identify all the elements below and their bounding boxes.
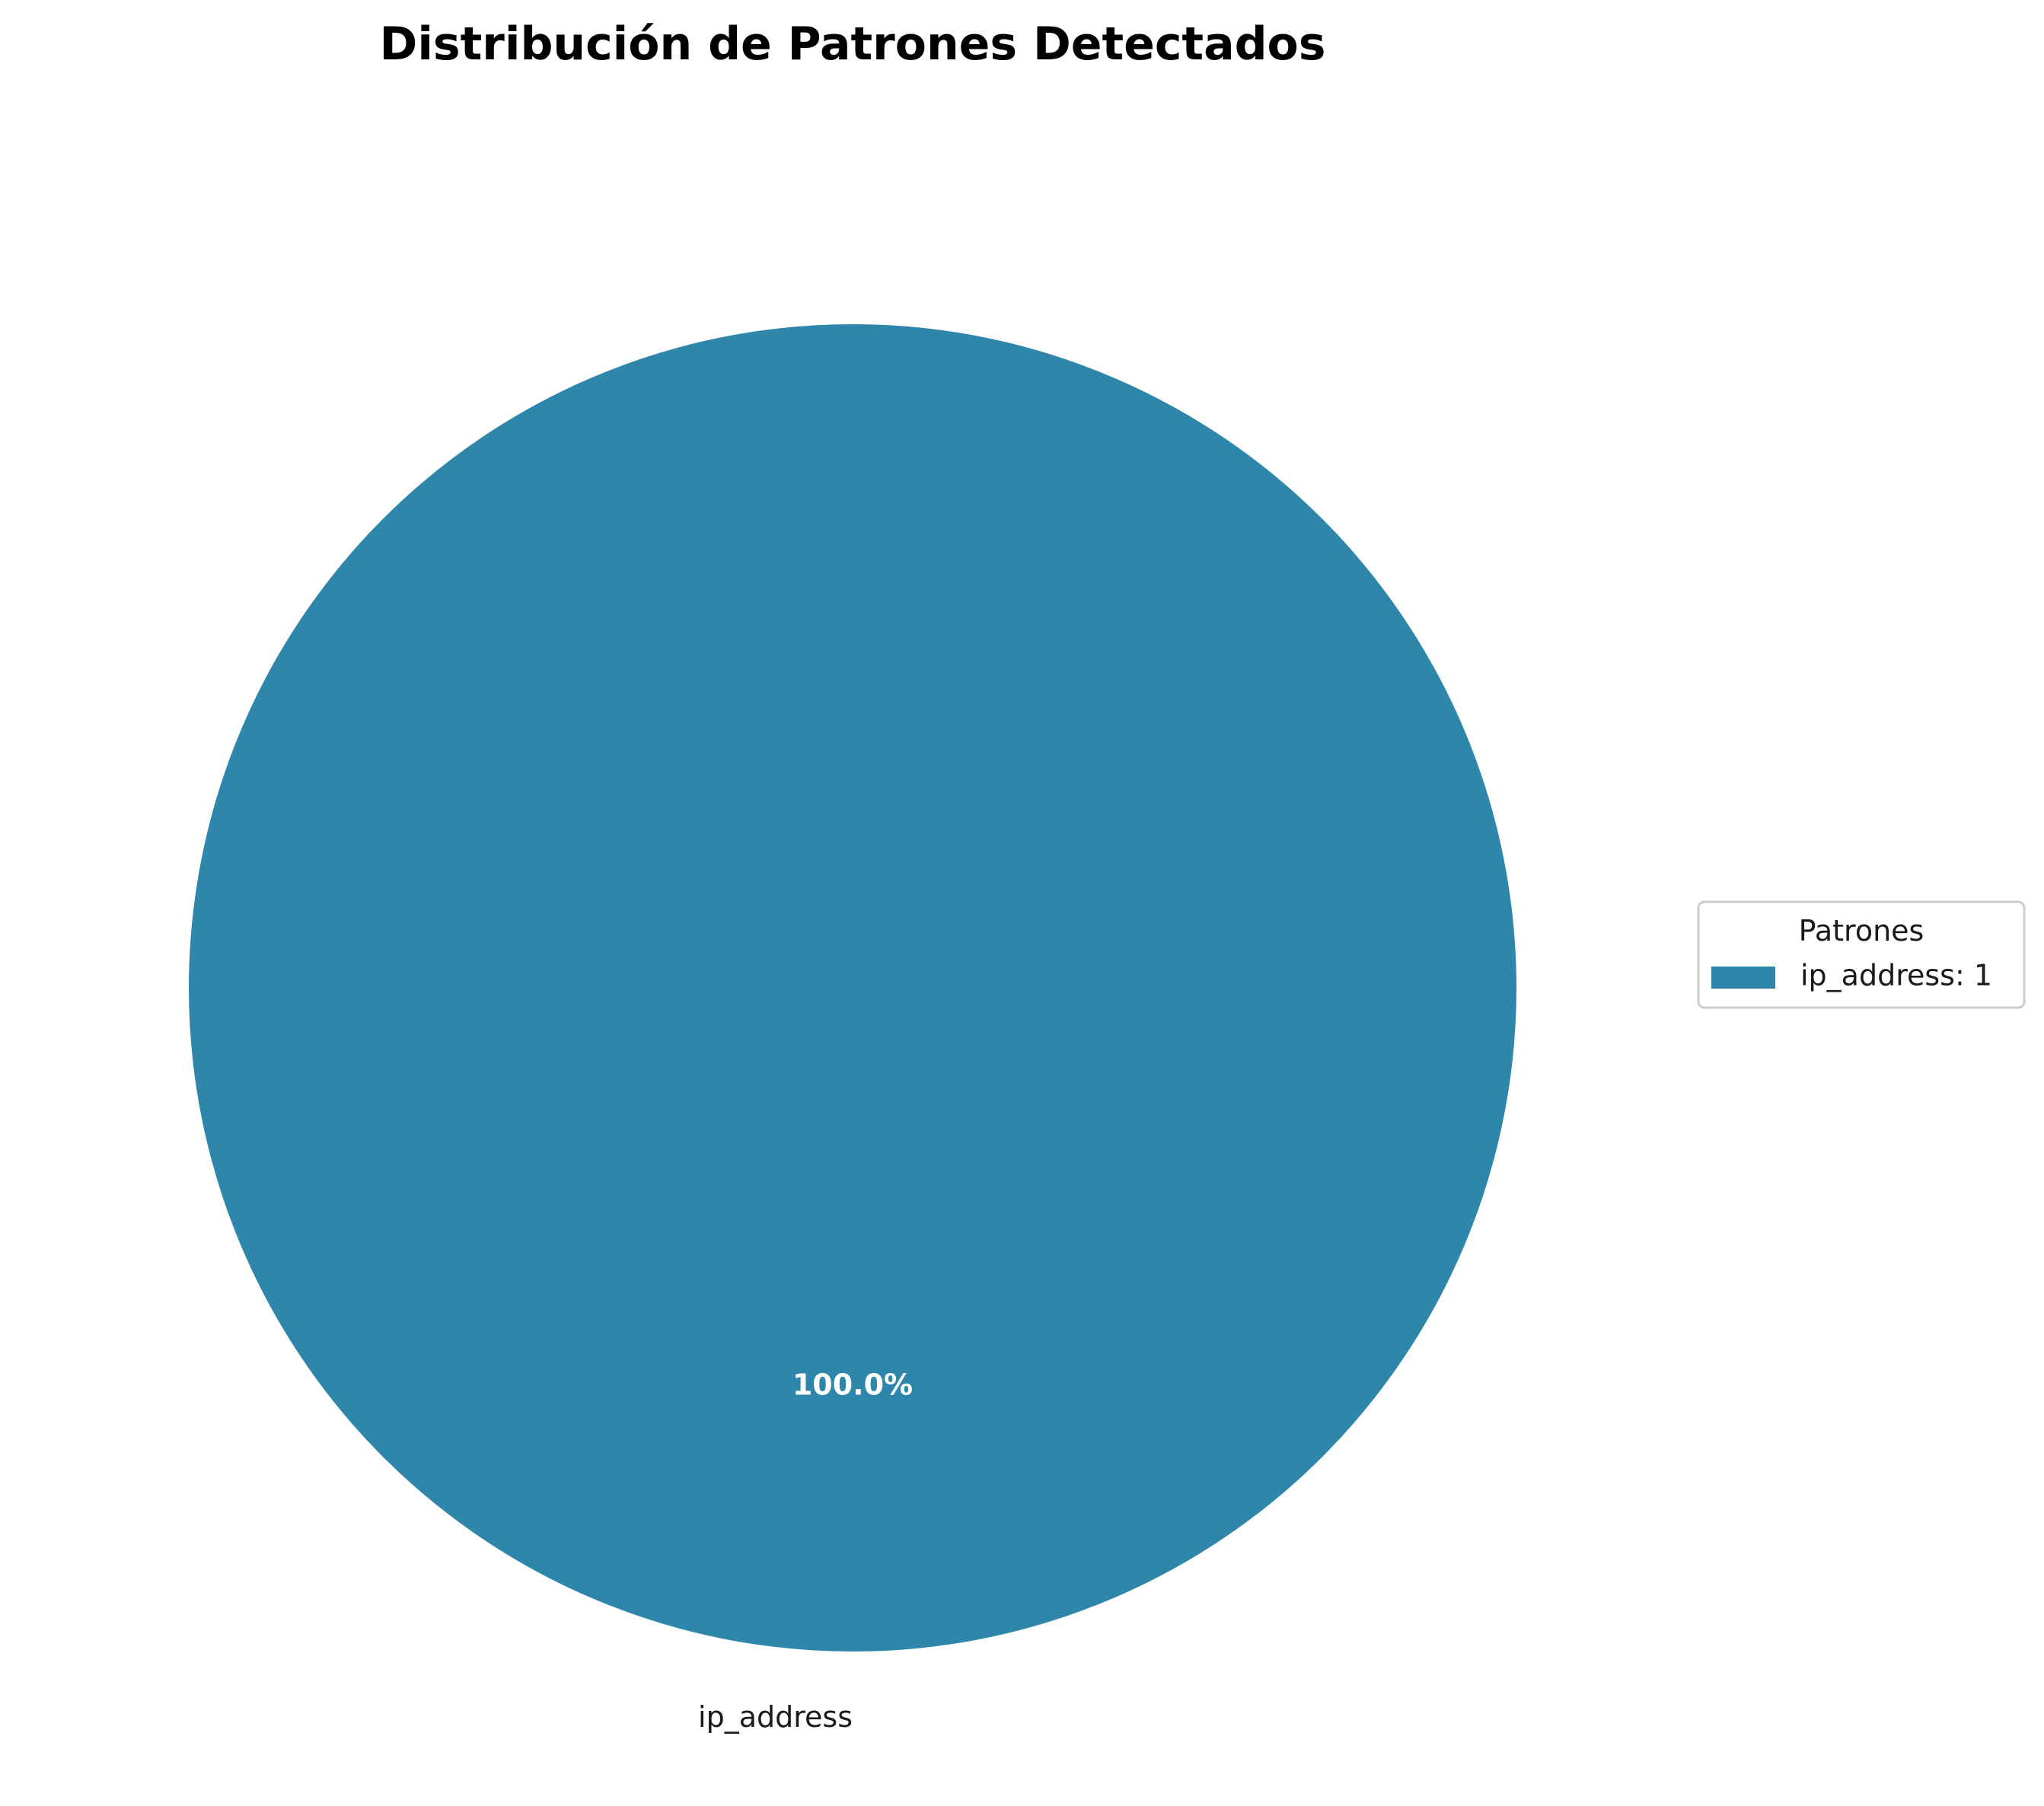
slice-category-label: ip_address <box>698 1700 853 1734</box>
chart-title: Distribución de Patrones Detectados <box>380 18 1326 71</box>
legend-title: Patrones <box>1799 914 1924 948</box>
pie-slice-labels: ip_address 100.0% <box>698 1368 913 1734</box>
legend-entry-label: ip_address: 1 <box>1800 959 1992 992</box>
legend-entries: ip_address: 1 <box>1711 959 1992 992</box>
pie-slice-ip_address <box>187 323 1518 1653</box>
legend-frame <box>1697 900 2026 1009</box>
legend: Patrones ip_address: 1 <box>1697 900 2026 1009</box>
legend-swatch <box>1711 967 1775 989</box>
slice-percent-label: 100.0% <box>792 1368 913 1401</box>
pie-slices <box>187 323 1518 1653</box>
